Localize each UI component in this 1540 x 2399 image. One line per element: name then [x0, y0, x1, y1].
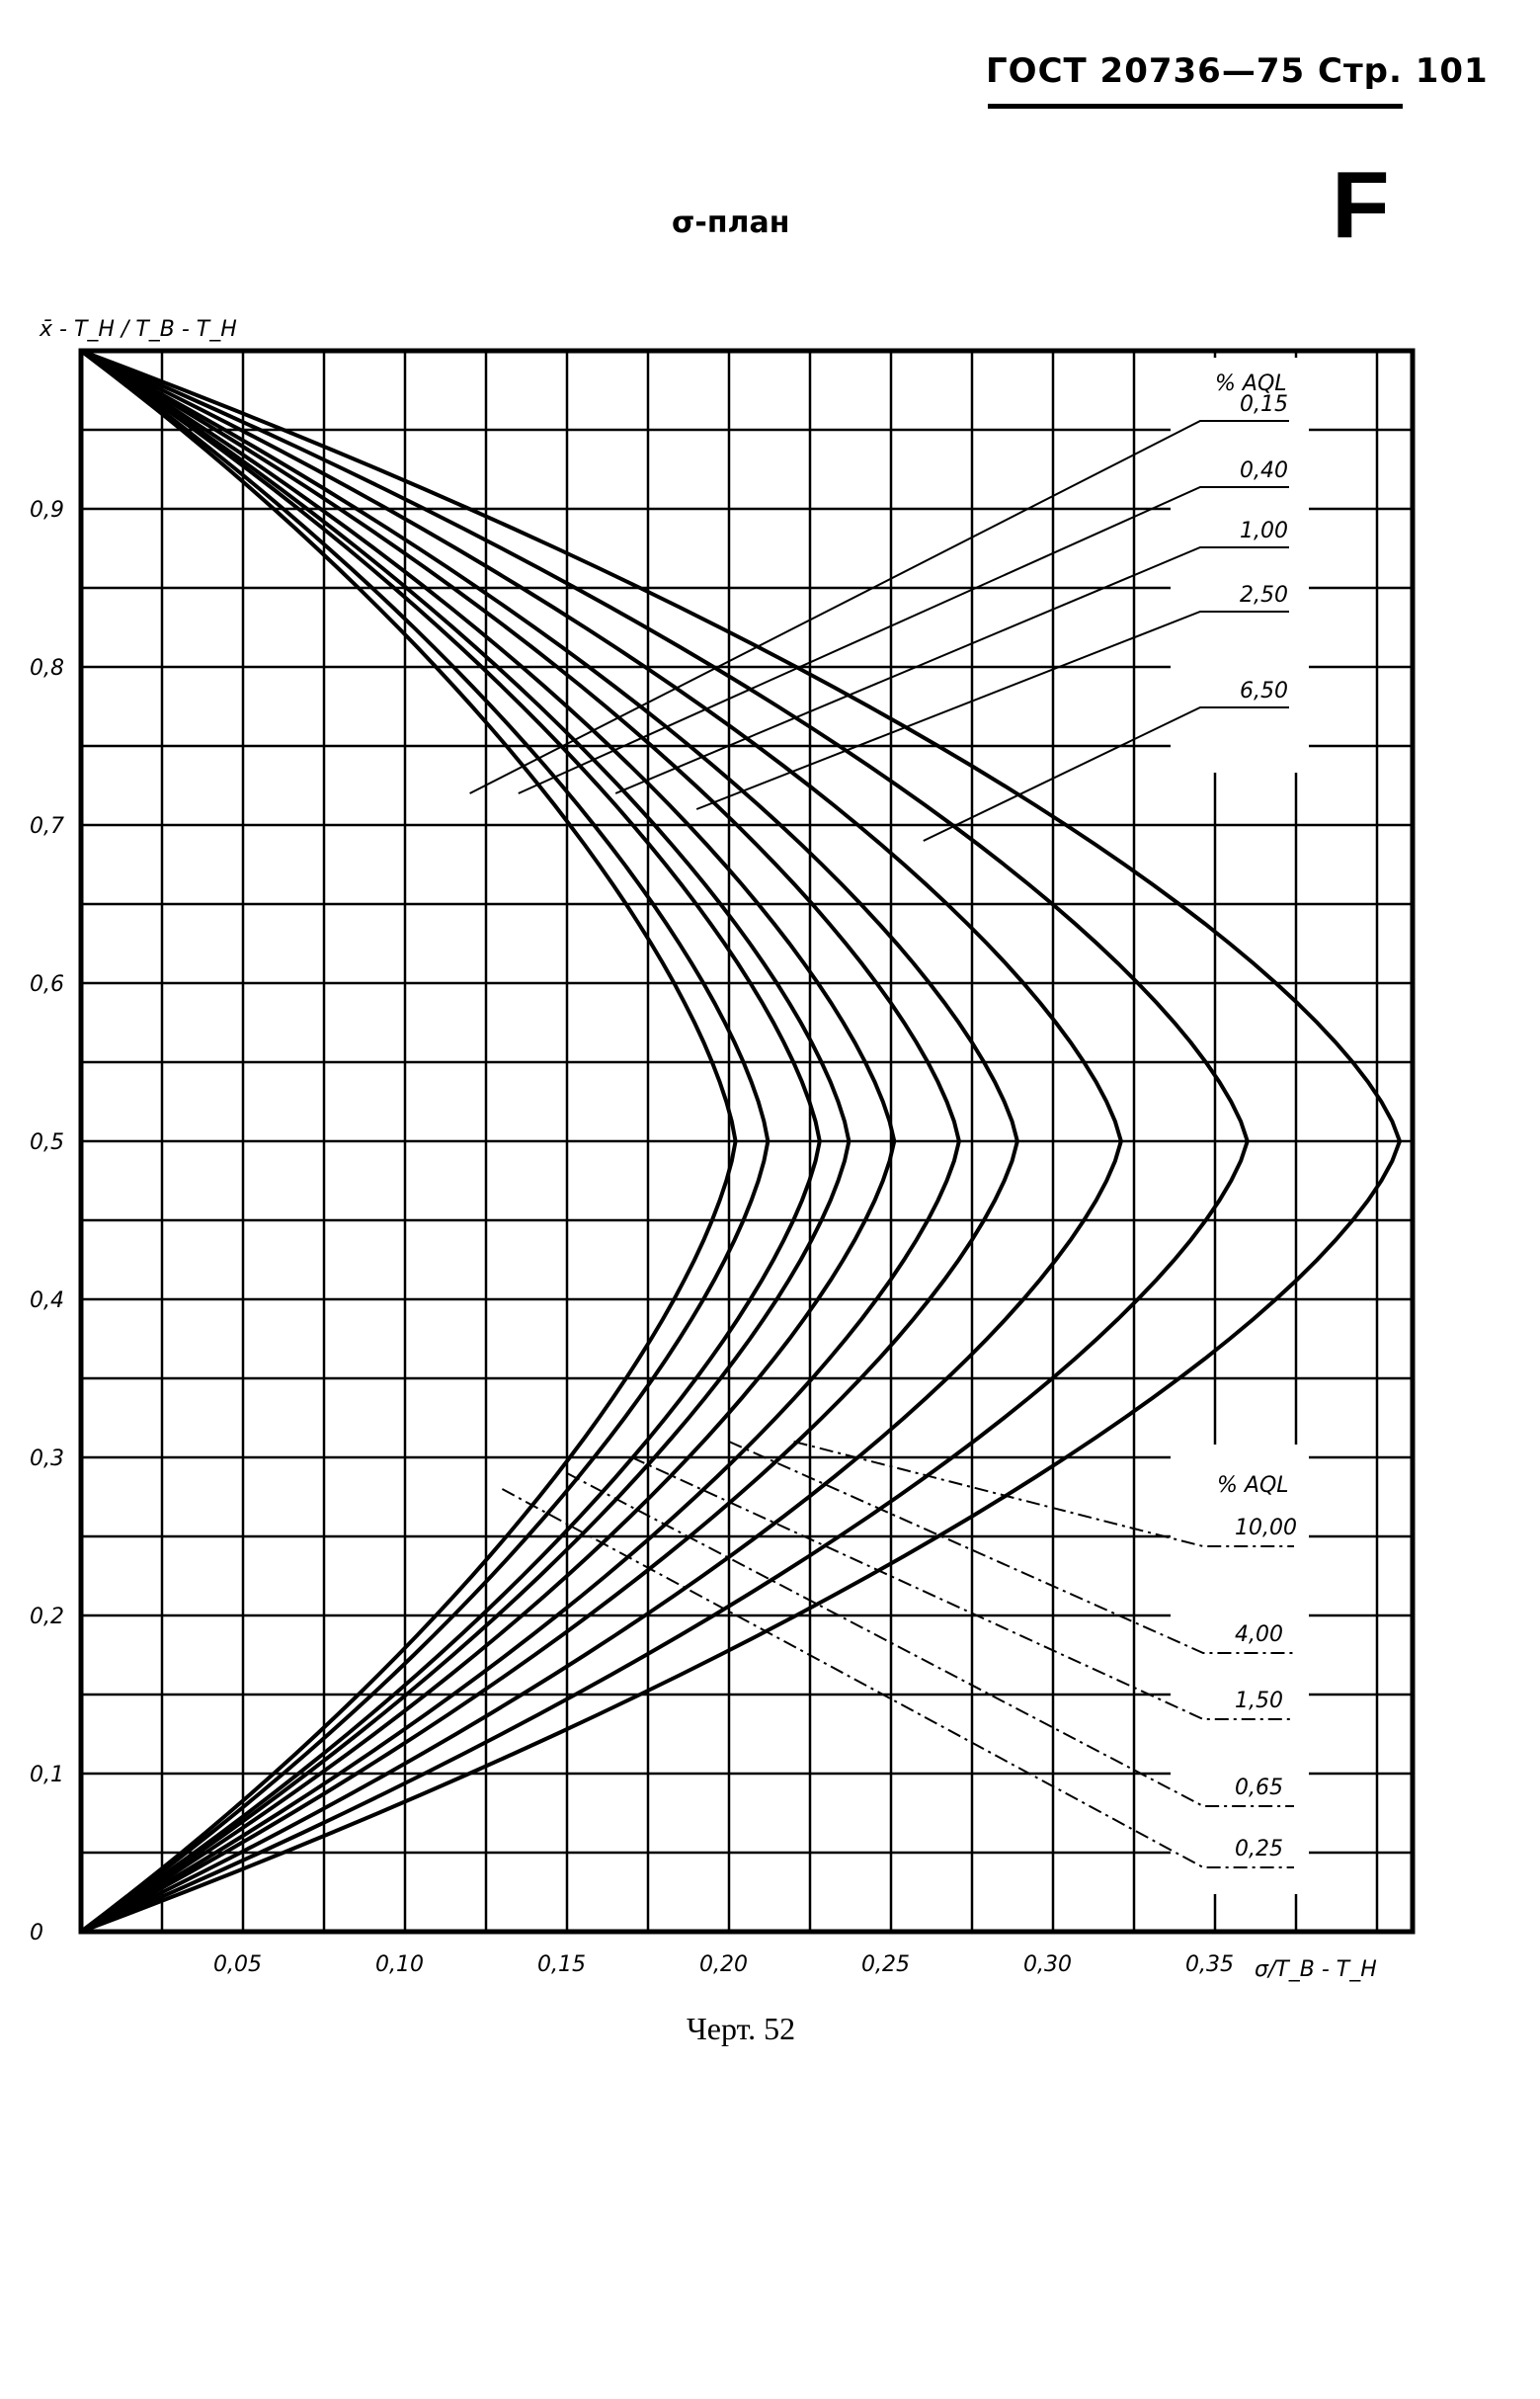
section-letter: F [1332, 152, 1390, 258]
figure-caption: Черт. 52 [687, 2011, 796, 2046]
upper-legend-entry: 0,40 [1240, 458, 1288, 483]
lower-legend-entry: 0,65 [1235, 1776, 1283, 1800]
curve-aql-2-50 [80, 349, 1019, 1934]
lower-legend-entry: 0,25 [1235, 1837, 1283, 1861]
y-tick-label: 0,4 [30, 1288, 64, 1313]
plot-frame [78, 348, 1416, 1935]
legend-leader-line [566, 1472, 1294, 1807]
curve-aql-0-65 [79, 349, 851, 1934]
curve-aql-0-25 [79, 349, 770, 1934]
legend-leader-line [728, 1441, 1294, 1654]
y-axis-label: x̄ - T_H / T_B - T_H [39, 317, 237, 342]
legend-leader-line [923, 706, 1289, 842]
curve-aql-10-00 [80, 349, 1403, 1934]
page-header: ГОСТ 20736—75 Стр. 101 [986, 51, 1489, 91]
curve-aql-1-50 [80, 349, 961, 1934]
x-tick-label: 0,20 [699, 1952, 748, 1977]
legend-leader-line [501, 1488, 1294, 1868]
x-tick-label: 0,35 [1185, 1952, 1234, 1977]
y-tick-label: 0,8 [30, 656, 64, 681]
x-tick-label: 0,25 [861, 1952, 910, 1977]
upper-legend-title: % AQL [1215, 372, 1287, 396]
lower-legend-title: % AQL [1217, 1473, 1289, 1498]
legend-leader-line [518, 486, 1289, 794]
upper-legend-entry: 2,50 [1240, 583, 1288, 608]
curve-aql-4-00 [80, 349, 1123, 1934]
lower-legend-entry: 10,00 [1235, 1516, 1297, 1540]
upper-legend-entry: 6,50 [1240, 679, 1288, 703]
y-tick-label: 0,5 [30, 1130, 64, 1155]
x-tick-label: 0,15 [537, 1952, 586, 1977]
curve-aql-0-15 [79, 349, 738, 1934]
upper-legend-entry: 1,00 [1240, 519, 1288, 543]
legend-leader-line [695, 611, 1289, 810]
y-tick-label: 0 [30, 1921, 43, 1945]
lower-legend-entry: 4,00 [1235, 1622, 1283, 1647]
lower-legend-entry: 1,50 [1235, 1689, 1283, 1713]
curve-aql-1-00 [79, 349, 897, 1934]
legend-leader-line [469, 420, 1289, 794]
y-tick-label: 0,2 [30, 1605, 64, 1629]
chart-title: σ-план [672, 206, 790, 240]
legend-leader-line [614, 546, 1289, 794]
curve-aql-6-50 [80, 349, 1250, 1934]
y-tick-label: 0,3 [30, 1447, 64, 1471]
upper-legend-box [1171, 358, 1309, 773]
x-tick-label: 0,05 [213, 1952, 262, 1977]
y-tick-label: 0,1 [30, 1763, 64, 1787]
x-tick-label: 0,10 [375, 1952, 424, 1977]
legend-leader-line [793, 1441, 1294, 1547]
y-tick-label: 0,9 [30, 498, 64, 523]
lower-legend-box [1171, 1445, 1309, 1894]
y-tick-label: 0,6 [30, 972, 64, 997]
x-tick-label: 0,30 [1023, 1952, 1072, 1977]
upper-legend-entry: 0,15 [1240, 392, 1288, 417]
x-axis-label: σ/T_B - T_H [1255, 1957, 1377, 1982]
header-rule [988, 104, 1403, 109]
y-tick-label: 0,7 [30, 814, 64, 839]
curve-aql-0-40 [79, 349, 822, 1934]
